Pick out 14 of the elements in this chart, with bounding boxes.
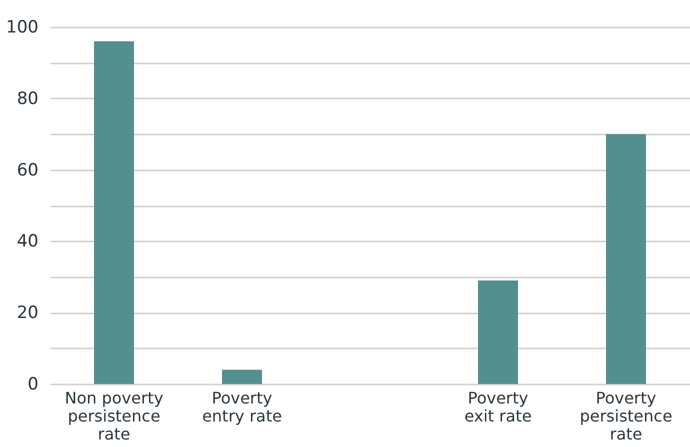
bar (606, 134, 646, 384)
y-tick-label: 20 (16, 303, 38, 324)
x-tick-label: Poverty entry rate (202, 388, 282, 426)
bar (478, 280, 518, 384)
y-tick-label: 40 (16, 232, 38, 252)
y-tick-label: 100 (6, 18, 38, 38)
bar (94, 41, 134, 384)
y-tick-label: 80 (16, 88, 38, 109)
bar (222, 370, 262, 384)
x-tick-label: Poverty persistence rate (580, 388, 672, 444)
y-tick-label: 0 (28, 374, 38, 394)
y-tick-label: 60 (16, 160, 38, 180)
x-tick-label: Poverty exit rate (464, 388, 532, 426)
x-tick-label: Non poverty persistence rate (64, 388, 164, 444)
